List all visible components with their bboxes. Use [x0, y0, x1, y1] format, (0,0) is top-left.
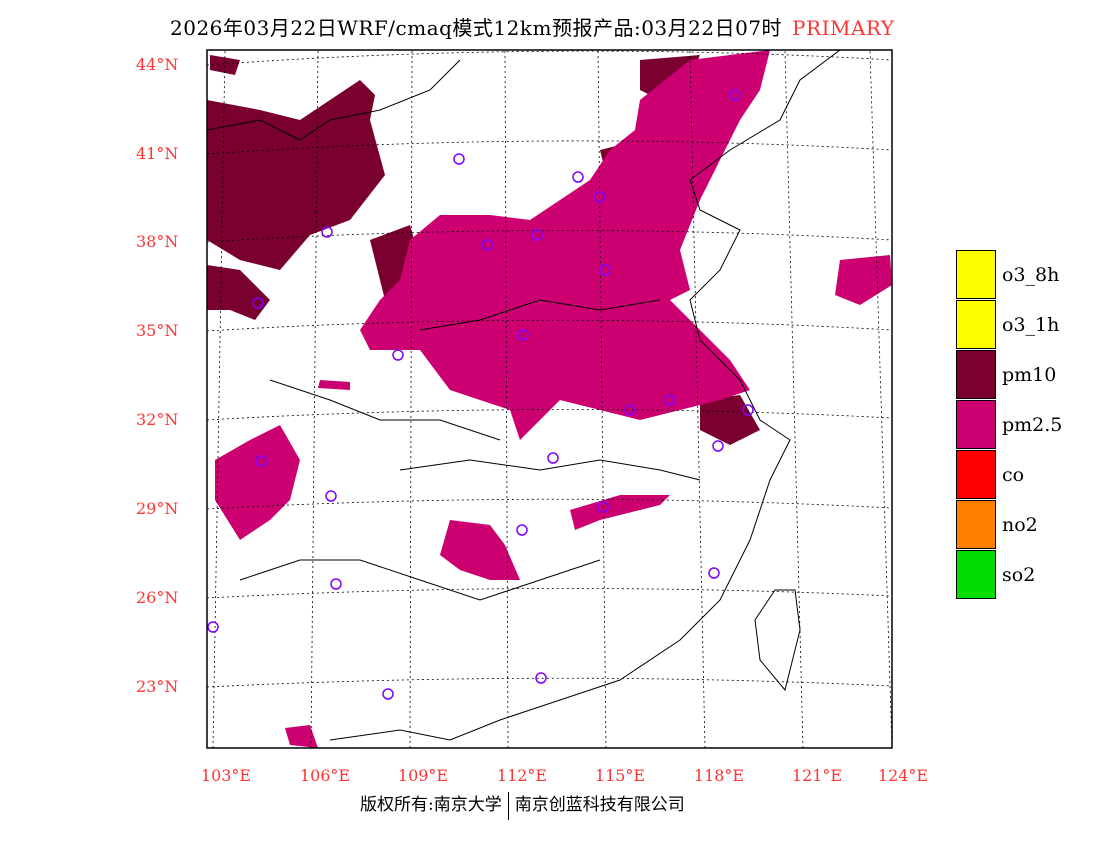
legend-swatch — [956, 550, 996, 599]
copyright-footer: 版权所有:南京大学 南京创蓝科技有限公司 — [360, 790, 685, 820]
lon-label: 115°E — [594, 766, 646, 785]
lon-label: 118°E — [693, 766, 745, 785]
lat-label: 26°N — [136, 588, 179, 607]
legend-item: pm2.5 — [956, 400, 1062, 450]
lon-label: 112°E — [496, 766, 548, 785]
lat-label: 32°N — [136, 410, 179, 429]
legend-item: co — [956, 450, 1062, 500]
primary-label: PRIMARY — [792, 16, 895, 40]
lat-label: 38°N — [136, 232, 179, 251]
legend-swatch — [956, 400, 996, 449]
title-text: 2026年03月22日WRF/cmaq模式12km预报产品:03月22日07时 — [170, 16, 783, 40]
legend-swatch — [956, 450, 996, 499]
legend-label: no2 — [1002, 514, 1038, 536]
legend-swatch — [956, 500, 996, 549]
lat-label: 41°N — [136, 144, 179, 163]
legend-item: no2 — [956, 500, 1062, 550]
lon-label: 103°E — [200, 766, 252, 785]
lat-label: 35°N — [136, 321, 179, 340]
station-markers — [207, 89, 754, 700]
lon-label: 121°E — [791, 766, 843, 785]
lat-label: 44°N — [136, 55, 179, 74]
boundaries — [207, 50, 841, 741]
separator — [507, 791, 509, 820]
legend-swatch — [956, 300, 996, 349]
lat-label: 23°N — [136, 677, 179, 696]
lat-label: 29°N — [136, 499, 179, 518]
legend-label: pm2.5 — [1002, 414, 1063, 436]
legend-item: o3_1h — [956, 300, 1062, 350]
lon-label: 124°E — [877, 766, 929, 785]
legend-swatch — [956, 350, 996, 399]
copyright-company: 南京创蓝科技有限公司 — [514, 795, 685, 815]
map-title: 2026年03月22日WRF/cmaq模式12km预报产品:03月22日07时 P… — [170, 12, 895, 41]
legend-item: pm10 — [956, 350, 1062, 400]
pm25-areas — [215, 50, 892, 748]
legend-label: co — [1002, 464, 1025, 486]
map-frame — [206, 49, 893, 749]
legend-label: o3_8h — [1002, 264, 1060, 286]
legend-item: o3_8h — [956, 250, 1062, 300]
copyright-owner: 版权所有:南京大学 — [360, 795, 502, 815]
lon-label: 106°E — [299, 766, 351, 785]
legend-label: so2 — [1002, 564, 1036, 586]
legend-swatch — [956, 250, 996, 299]
legend-label: o3_1h — [1002, 314, 1060, 336]
lon-label: 109°E — [397, 766, 449, 785]
legend-label: pm10 — [1002, 364, 1057, 386]
legend-item: so2 — [956, 550, 1062, 600]
legend: o3_8h o3_1h pm10 pm2.5 co no2 so2 — [956, 250, 1062, 600]
